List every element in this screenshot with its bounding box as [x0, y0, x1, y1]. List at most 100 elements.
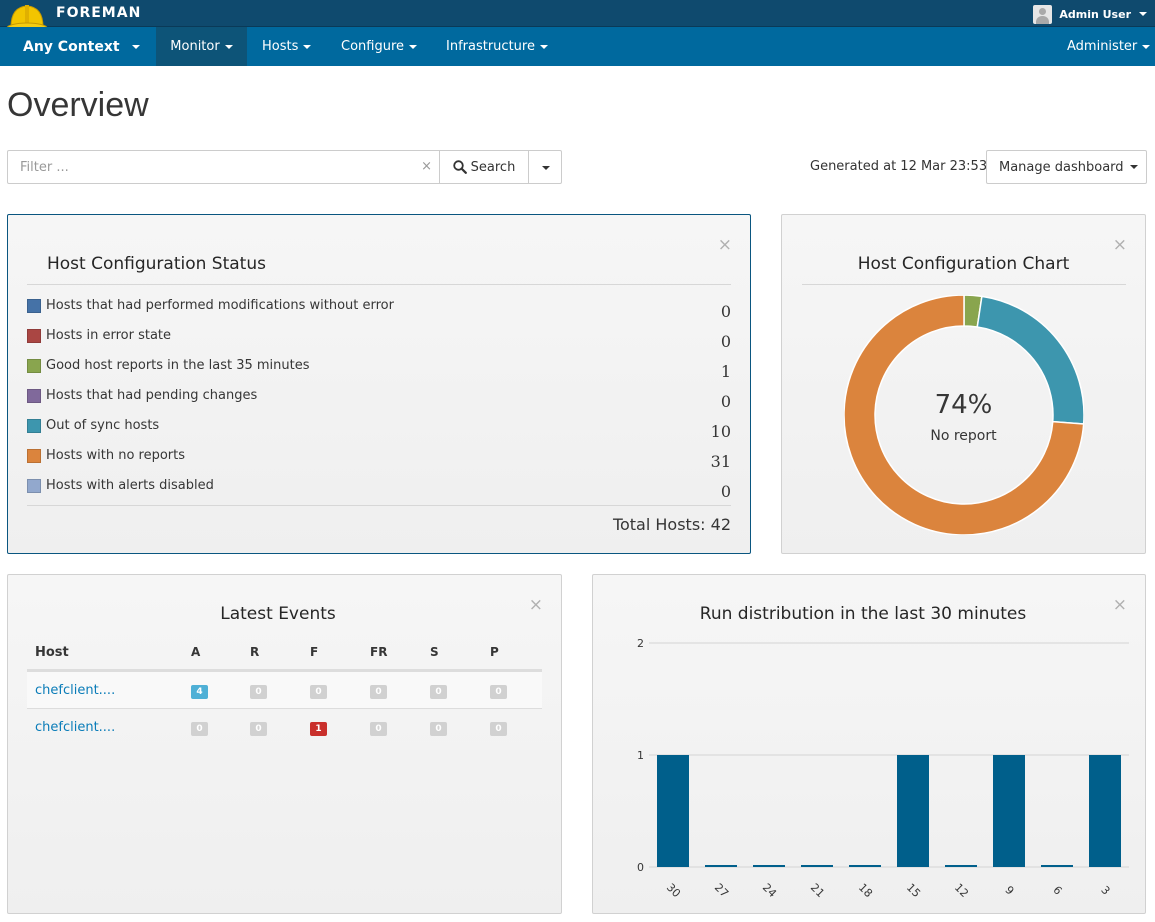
legend-swatch: [27, 299, 41, 313]
bar[interactable]: [897, 755, 929, 867]
run-distribution-widget[interactable]: × Run distribution in the last 30 minute…: [592, 574, 1146, 914]
search-input[interactable]: [8, 151, 408, 183]
status-row[interactable]: Hosts with alerts disabled 0: [27, 477, 731, 501]
table-row: chefclient.... 4 0 0 0 0 0: [27, 671, 542, 708]
legend-swatch: [27, 449, 41, 463]
x-tick-label: 3: [1098, 883, 1112, 897]
context-selector[interactable]: Any Context: [0, 27, 156, 66]
chevron-down-icon: [303, 44, 312, 49]
x-tick-label: 30: [664, 881, 683, 900]
nav-monitor-label: Monitor: [170, 39, 220, 54]
close-icon[interactable]: ×: [1112, 235, 1127, 255]
user-avatar-icon: [1033, 4, 1053, 24]
x-tick-label: 15: [904, 881, 923, 900]
total-hosts: Total Hosts: 42: [612, 515, 731, 534]
chevron-down-icon: [224, 44, 233, 49]
status-row[interactable]: Hosts that had performed modifications w…: [27, 297, 731, 321]
chevron-down-icon: [1129, 165, 1138, 169]
nav-hosts-label: Hosts: [262, 39, 299, 54]
status-label[interactable]: Hosts in error state: [46, 328, 172, 343]
count-badge: 0: [490, 722, 507, 736]
legend-swatch: [27, 359, 41, 373]
status-row[interactable]: Hosts with no reports 31: [27, 447, 731, 471]
nav-administer[interactable]: Administer: [1067, 27, 1151, 66]
close-icon[interactable]: ×: [1112, 595, 1127, 615]
column-header: R: [250, 645, 260, 659]
divider: [27, 669, 542, 671]
bar[interactable]: [753, 865, 785, 867]
bar[interactable]: [657, 755, 689, 867]
bar[interactable]: [1089, 755, 1121, 867]
brand-name[interactable]: FOREMAN: [56, 5, 142, 21]
donut-chart: [844, 295, 1084, 535]
search-button[interactable]: Search: [439, 150, 529, 184]
status-row[interactable]: Hosts in error state 0: [27, 327, 731, 351]
count-badge: 4: [191, 685, 208, 699]
x-tick-label: 12: [952, 881, 971, 900]
x-tick-label: 6: [1050, 883, 1064, 897]
bar[interactable]: [945, 865, 977, 867]
search-box: ×: [7, 150, 440, 184]
close-icon[interactable]: ×: [528, 595, 543, 615]
user-menu[interactable]: Admin User: [1033, 4, 1147, 24]
nav-configure[interactable]: Configure: [341, 27, 418, 66]
status-label[interactable]: Hosts that had performed modifications w…: [46, 298, 394, 313]
count-badge: 0: [370, 685, 387, 699]
status-row[interactable]: Hosts that had pending changes 0: [27, 387, 731, 411]
nav-monitor[interactable]: Monitor: [156, 27, 247, 66]
legend-swatch: [27, 419, 41, 433]
status-label[interactable]: Good host reports in the last 35 minutes: [46, 358, 310, 373]
generated-time: Generated at 12 Mar 23:53: [810, 159, 988, 174]
host-config-status-widget[interactable]: × Host Configuration Status Hosts that h…: [7, 214, 751, 554]
donut-label: No report: [930, 428, 997, 444]
bar[interactable]: [801, 865, 833, 867]
widget-title: Latest Events: [220, 604, 336, 624]
bar[interactable]: [993, 755, 1025, 867]
bar[interactable]: [849, 865, 881, 867]
latest-events-widget[interactable]: × Latest Events Host A R F FR S P chefclient..…: [7, 574, 562, 914]
status-row[interactable]: Out of sync hosts 10: [27, 417, 731, 441]
chevron-down-icon: [409, 44, 418, 49]
bar[interactable]: [705, 865, 737, 867]
page-title: Overview: [7, 86, 149, 124]
y-tick-label: 1: [637, 749, 644, 762]
nav-infrastructure[interactable]: Infrastructure: [446, 27, 548, 66]
close-icon[interactable]: ×: [717, 235, 732, 255]
user-name: Admin User: [1059, 7, 1131, 21]
count-badge: 0: [490, 685, 507, 699]
manage-dashboard-button[interactable]: Manage dashboard: [986, 150, 1147, 184]
manage-dashboard-label: Manage dashboard: [999, 159, 1124, 175]
clear-icon[interactable]: ×: [421, 159, 432, 174]
count-badge: 0: [191, 722, 208, 736]
status-row[interactable]: Good host reports in the last 35 minutes…: [27, 357, 731, 381]
main-nav: Any Context Monitor Hosts Configure Infr…: [0, 27, 1155, 66]
status-count: 31: [710, 452, 731, 471]
count-badge: 0: [310, 685, 327, 699]
search-bookmarks-dropdown[interactable]: [528, 150, 562, 184]
widget-title: Run distribution in the last 30 minutes: [699, 604, 1027, 624]
chevron-down-icon: [1139, 12, 1147, 16]
nav-configure-label: Configure: [341, 39, 405, 54]
bar[interactable]: [1041, 865, 1073, 867]
column-header: S: [430, 645, 439, 659]
donut-slice[interactable]: [844, 295, 1084, 535]
legend-swatch: [27, 329, 41, 343]
host-config-chart-widget[interactable]: × Host Configuration Chart 74% No report: [781, 214, 1146, 554]
x-tick-label: 18: [856, 881, 875, 900]
column-header: A: [191, 645, 201, 659]
host-link[interactable]: chefclient....: [35, 683, 116, 698]
host-link[interactable]: chefclient....: [35, 720, 116, 735]
donut-percent: 74%: [934, 390, 993, 420]
divider: [27, 505, 731, 506]
status-label[interactable]: Hosts that had pending changes: [46, 388, 258, 403]
nav-hosts[interactable]: Hosts: [262, 27, 312, 66]
count-badge: 0: [370, 722, 387, 736]
status-label[interactable]: Hosts with no reports: [46, 448, 186, 463]
y-tick-label: 0: [637, 861, 644, 874]
legend-swatch: [27, 389, 41, 403]
status-label[interactable]: Hosts with alerts disabled: [46, 478, 214, 493]
status-label[interactable]: Out of sync hosts: [46, 418, 160, 433]
column-header: Host: [35, 645, 69, 660]
column-header: FR: [370, 645, 388, 659]
